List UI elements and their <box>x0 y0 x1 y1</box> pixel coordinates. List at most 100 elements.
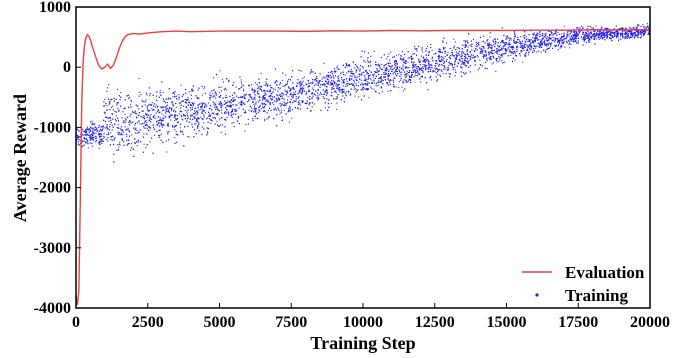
training-point <box>420 55 422 57</box>
training-point <box>216 107 218 109</box>
training-point <box>379 67 381 69</box>
training-point <box>202 102 204 104</box>
training-point <box>403 90 405 92</box>
training-point <box>600 28 602 30</box>
training-point <box>355 71 357 73</box>
training-point <box>98 142 100 144</box>
training-point <box>213 95 215 97</box>
training-point <box>112 109 114 111</box>
training-point <box>124 99 126 101</box>
training-point <box>328 80 330 82</box>
training-point <box>197 127 199 129</box>
training-point <box>555 32 557 34</box>
training-point <box>448 62 450 64</box>
training-point <box>484 61 487 64</box>
training-point <box>381 68 383 70</box>
training-point <box>443 37 445 39</box>
training-point <box>250 107 252 109</box>
training-point <box>205 112 207 114</box>
training-point <box>605 35 607 37</box>
training-point <box>451 54 453 56</box>
training-point <box>454 69 456 71</box>
training-point <box>607 31 609 33</box>
training-point <box>325 76 327 78</box>
training-point <box>201 111 203 113</box>
training-point <box>534 41 536 43</box>
training-point <box>96 128 98 130</box>
training-point <box>91 145 94 147</box>
training-point <box>259 87 261 89</box>
training-point <box>389 81 391 83</box>
training-point <box>582 39 584 41</box>
training-point <box>131 134 133 136</box>
training-point <box>194 123 196 125</box>
training-point <box>393 63 396 65</box>
training-point <box>642 23 644 25</box>
training-point <box>258 95 260 97</box>
training-point <box>269 102 271 104</box>
training-point <box>597 30 599 32</box>
training-point <box>295 91 297 93</box>
training-point <box>145 99 147 101</box>
training-point <box>328 76 330 78</box>
training-point <box>132 111 134 113</box>
training-point <box>234 93 236 95</box>
training-point <box>217 112 219 114</box>
training-point <box>201 107 203 109</box>
training-point <box>447 68 449 70</box>
training-point <box>292 94 294 96</box>
training-point <box>333 68 336 70</box>
training-point <box>482 45 484 47</box>
training-point <box>481 53 483 55</box>
training-point <box>110 119 112 121</box>
training-point <box>488 57 490 59</box>
training-point <box>438 57 440 59</box>
training-point <box>91 120 93 122</box>
training-point <box>395 55 398 57</box>
training-point <box>571 34 573 36</box>
training-point <box>190 103 192 105</box>
training-point <box>180 131 182 133</box>
training-point <box>573 32 575 34</box>
training-point <box>352 84 354 86</box>
training-point <box>336 65 338 67</box>
training-point <box>84 138 86 140</box>
training-point <box>493 44 495 46</box>
scatter-layer <box>75 23 651 163</box>
training-point <box>434 70 436 72</box>
training-point <box>622 35 624 38</box>
training-point <box>641 30 643 32</box>
training-point <box>544 39 546 41</box>
training-point <box>291 109 293 111</box>
training-point <box>411 67 414 69</box>
training-point <box>510 52 513 54</box>
training-point <box>290 89 292 91</box>
training-point <box>363 88 365 90</box>
training-point <box>154 114 156 117</box>
training-point <box>89 135 91 137</box>
training-point <box>368 74 370 76</box>
training-point <box>538 42 540 44</box>
training-point <box>550 38 552 40</box>
training-point <box>454 75 456 77</box>
training-point <box>219 91 221 94</box>
training-point <box>440 75 442 77</box>
training-point <box>214 104 216 106</box>
training-point <box>624 33 626 35</box>
training-point <box>554 45 556 47</box>
training-point <box>405 79 407 81</box>
training-point <box>574 40 576 42</box>
training-point <box>524 46 526 49</box>
training-point <box>301 100 303 102</box>
training-point <box>489 32 491 34</box>
training-point <box>388 79 390 81</box>
training-point <box>489 51 491 53</box>
training-point <box>186 120 188 122</box>
training-point <box>344 74 346 76</box>
training-point <box>373 79 375 81</box>
training-point <box>398 69 400 71</box>
training-point <box>495 70 497 72</box>
training-point <box>590 31 592 33</box>
training-point <box>322 84 324 86</box>
training-point <box>602 37 604 39</box>
